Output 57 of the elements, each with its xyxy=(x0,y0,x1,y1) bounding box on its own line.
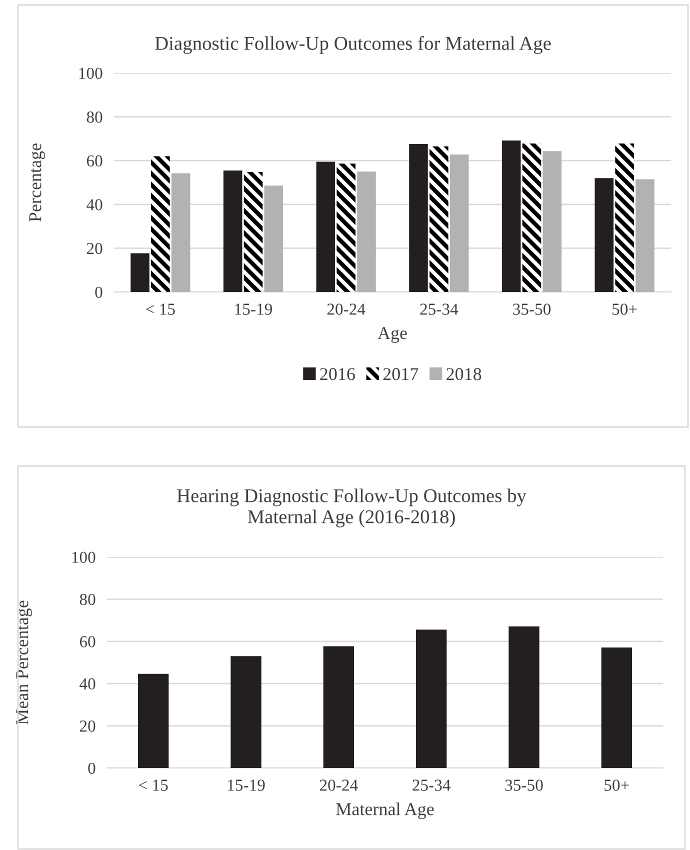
legend-label: 2017 xyxy=(383,368,418,380)
bar xyxy=(450,154,469,292)
chart-title: Hearing Diagnostic Follow-Up Outcomes by Maternal Age (2016-2018) xyxy=(177,488,526,528)
y-tick-label: 0 xyxy=(88,762,96,774)
bar xyxy=(357,172,376,292)
bar xyxy=(171,173,190,292)
y-tick-label: 60 xyxy=(86,155,102,167)
x-tick-label: < 15 xyxy=(139,780,168,791)
chart-title: Diagnostic Follow-Up Outcomes for Maternal Age xyxy=(155,36,551,54)
x-axis-title: Age xyxy=(378,327,407,343)
bar xyxy=(323,646,354,768)
x-tick-label: 25-34 xyxy=(420,304,458,315)
x-tick-label: 50+ xyxy=(612,304,637,315)
bar xyxy=(542,151,562,292)
y-tick-label: 40 xyxy=(86,199,102,210)
bar xyxy=(522,144,542,292)
bar xyxy=(615,144,634,292)
x-tick-label: 35-50 xyxy=(505,780,543,791)
bar xyxy=(230,656,262,768)
bar xyxy=(502,140,521,292)
x-tick-label: 15-19 xyxy=(228,780,265,791)
y-tick-label: 20 xyxy=(86,242,102,254)
y-tick-label: 100 xyxy=(79,68,102,79)
bar xyxy=(336,164,356,292)
bar xyxy=(151,156,170,292)
bar xyxy=(409,144,428,292)
bar xyxy=(601,648,632,768)
x-tick-label: 15-19 xyxy=(235,304,272,315)
bar xyxy=(416,630,447,768)
y-tick-label: 80 xyxy=(86,112,102,123)
y-tick-label: 40 xyxy=(80,678,96,690)
x-tick-label: 25-34 xyxy=(412,780,451,791)
bar xyxy=(430,146,448,292)
legend-label: 2016 xyxy=(320,368,355,380)
x-tick-label: 50+ xyxy=(604,780,629,791)
y-tick-label: 100 xyxy=(72,552,96,563)
bar xyxy=(223,170,242,292)
bar xyxy=(130,253,150,292)
x-tick-label: 35-50 xyxy=(513,304,551,315)
bar xyxy=(264,186,284,292)
bar xyxy=(594,178,614,292)
bar xyxy=(138,674,169,768)
x-tick-label: 20-24 xyxy=(320,780,358,791)
y-axis-title: Percentage xyxy=(29,144,45,222)
x-axis-title: Maternal Age xyxy=(336,802,434,819)
y-axis-title: Mean Percentage xyxy=(16,600,32,724)
bar xyxy=(316,162,336,292)
y-tick-label: 0 xyxy=(95,286,102,298)
y-tick-label: 20 xyxy=(80,720,96,732)
y-tick-label: 80 xyxy=(80,594,96,606)
bar xyxy=(636,179,654,292)
legend-label: 2018 xyxy=(446,368,482,380)
bar xyxy=(244,172,263,292)
y-tick-label: 60 xyxy=(80,636,96,648)
x-tick-label: 20-24 xyxy=(327,304,366,315)
x-tick-label: < 15 xyxy=(146,304,175,315)
bar xyxy=(508,626,540,768)
